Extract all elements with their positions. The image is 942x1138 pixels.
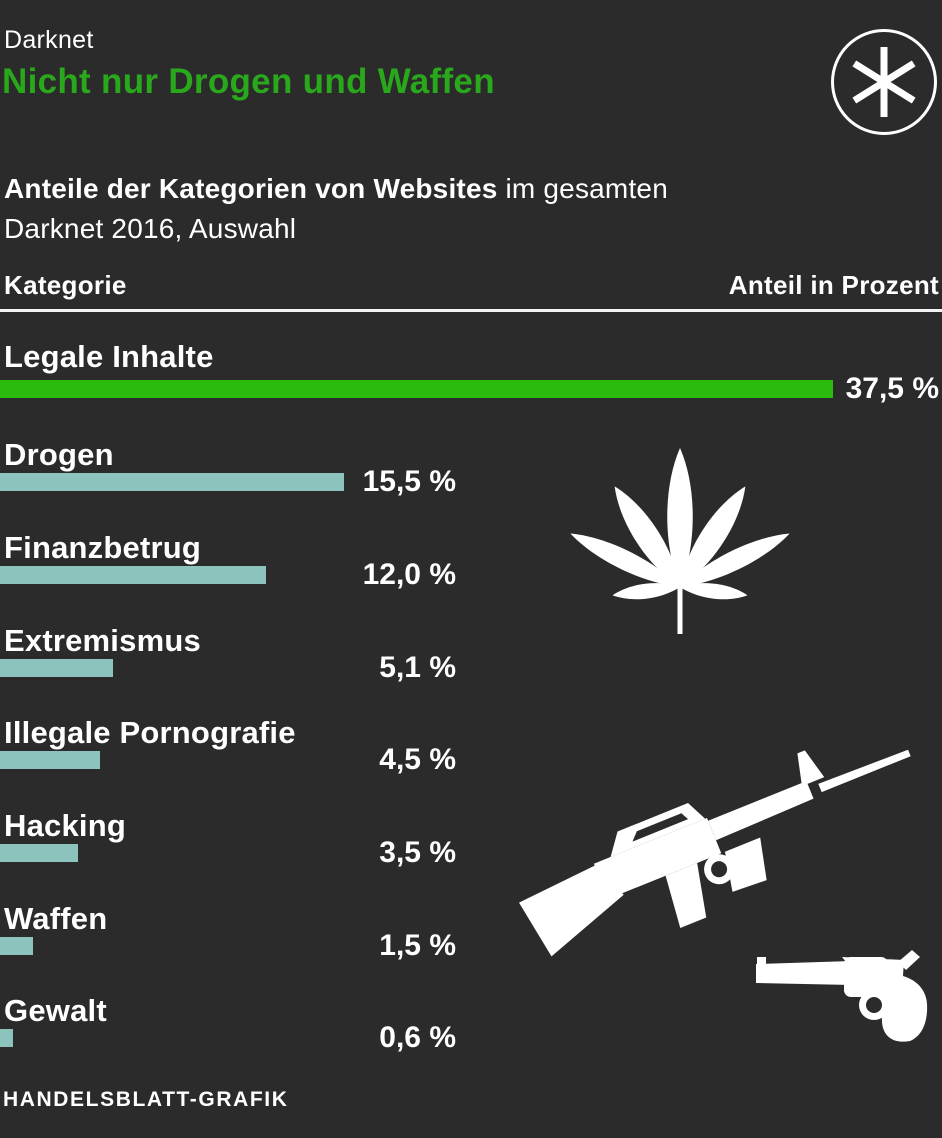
header-divider	[0, 309, 942, 312]
value-label: 1,5 %	[379, 929, 456, 962]
value-label: 15,5 %	[362, 465, 456, 498]
bar	[0, 751, 100, 769]
value-label: 5,1 %	[379, 651, 456, 684]
subtitle-line1: Anteile der Kategorien von Websites im g…	[4, 169, 668, 209]
value-label: 3,5 %	[379, 836, 456, 869]
value-label: 37,5 %	[845, 372, 939, 405]
rifle-icon	[519, 750, 911, 957]
bar	[0, 380, 833, 398]
category-label: Hacking	[4, 808, 126, 843]
page-title: Nicht nur Drogen und Waffen	[2, 62, 495, 101]
asterisk-icon	[852, 47, 916, 117]
subtitle-line1-rest: im gesamten	[497, 173, 668, 204]
cannabis-leaf-icon	[570, 448, 790, 634]
bar	[0, 659, 113, 677]
category-label: Finanzbetrug	[4, 530, 201, 565]
source-credit: HANDELSBLATT-GRAFIK	[3, 1088, 289, 1111]
category-label: Extremismus	[4, 623, 201, 658]
value-label: 12,0 %	[362, 558, 456, 591]
subtitle-line2: Darknet 2016, Auswahl	[4, 213, 297, 244]
category-label: Waffen	[4, 901, 108, 936]
bar	[0, 844, 78, 862]
publisher-logo	[831, 29, 937, 135]
revolver-icon	[756, 950, 928, 1042]
bar	[0, 937, 33, 955]
column-header-category: Kategorie	[4, 270, 127, 300]
column-header-value: Anteil in Prozent	[728, 270, 939, 300]
bar	[0, 566, 266, 584]
chart-subtitle: Anteile der Kategorien von Websites im g…	[4, 169, 668, 249]
kicker: Darknet	[4, 26, 94, 54]
subtitle-line1-bold: Anteile der Kategorien von Websites	[4, 173, 498, 204]
value-label: 0,6 %	[379, 1021, 456, 1054]
bar	[0, 1029, 13, 1047]
category-label: Illegale Pornografie	[4, 715, 296, 750]
bar	[0, 473, 344, 491]
value-label: 4,5 %	[379, 743, 456, 776]
category-label: Legale Inhalte	[4, 339, 214, 374]
category-label: Drogen	[4, 437, 114, 472]
category-label: Gewalt	[4, 993, 107, 1028]
